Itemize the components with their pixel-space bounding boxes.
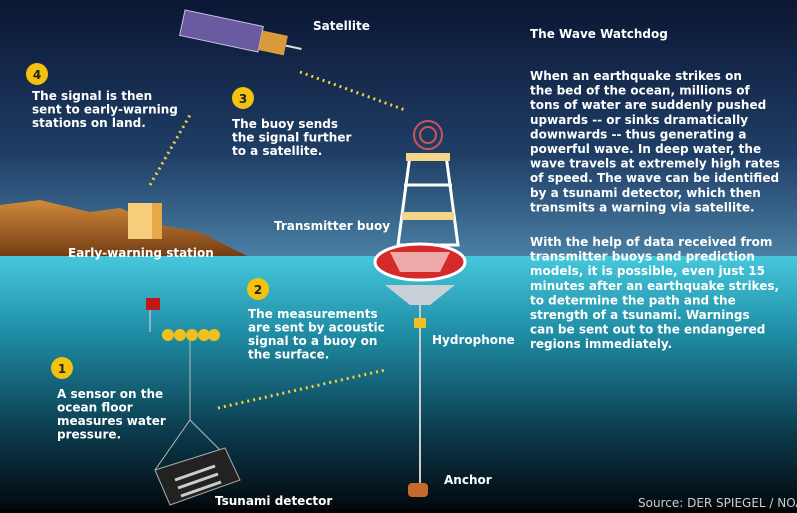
step-line: to a satellite. (232, 144, 322, 158)
body-line: With the help of data received from (530, 235, 772, 249)
step-line: signal to a buoy on (248, 334, 377, 348)
body-line: by a tsunami detector, which then (530, 186, 761, 200)
step-number: 1 (58, 362, 66, 376)
infographic: The Wave Watchdog When an earthquake stri… (0, 0, 797, 509)
label: Early-warning station (68, 246, 214, 260)
body-line: upwards -- or sinks dramatically (530, 113, 748, 127)
step-number: 2 (254, 283, 262, 297)
body-line: powerful wave. In deep water, the (530, 142, 761, 156)
body-line: can be sent out to the endangered (530, 323, 765, 337)
step-line: the surface. (248, 348, 329, 362)
step-line: A sensor on the (57, 387, 163, 401)
label: Anchor (444, 473, 492, 487)
page: {"title": "The Wave Watchdog", "paragrap… (0, 0, 797, 509)
body-line: wave travels at extremely high rates (530, 157, 780, 171)
label: Tsunami detector (215, 494, 332, 508)
body-line: models, it is possible, even just 15 (530, 264, 765, 278)
label: Satellite (313, 19, 370, 33)
body-line: When an earthquake strikes on (530, 69, 742, 83)
body-line: downwards -- thus generating a (530, 127, 746, 141)
step-line: measures water (57, 414, 166, 428)
body-line: transmitter buoys and prediction (530, 250, 755, 264)
body-line: regions immediately. (530, 337, 672, 351)
body-line: to determine the path and the (530, 293, 736, 307)
station-side (152, 203, 162, 239)
step-line: the signal further (232, 131, 351, 145)
station (128, 203, 152, 239)
step-line: The measurements (248, 307, 378, 321)
step-line: are sent by acoustic (248, 321, 385, 335)
title: The Wave Watchdog (530, 27, 668, 41)
step-line: The buoy sends (232, 117, 338, 131)
step-line: ocean floor (57, 401, 133, 415)
label: Transmitter buoy (274, 219, 390, 233)
step-number: 3 (239, 92, 247, 106)
step-line: sent to early-warning (32, 103, 178, 117)
step-number: 4 (33, 68, 41, 82)
step-line: The signal is then (32, 89, 152, 103)
source: Source: DER SPIEGEL / NOA (638, 496, 797, 509)
body-line: minutes after an earthquake strikes, (530, 279, 779, 293)
label: Hydrophone (432, 333, 515, 347)
body-line: of speed. The wave can be identified (530, 171, 779, 185)
body-line: tons of water are suddenly pushed (530, 98, 766, 112)
step-line: stations on land. (32, 116, 146, 130)
body-line: the bed of the ocean, millions of (530, 84, 751, 98)
body-line: transmits a warning via satellite. (530, 200, 755, 214)
step-line: pressure. (57, 428, 121, 442)
body-line: strength of a tsunami. Warnings (530, 308, 750, 322)
